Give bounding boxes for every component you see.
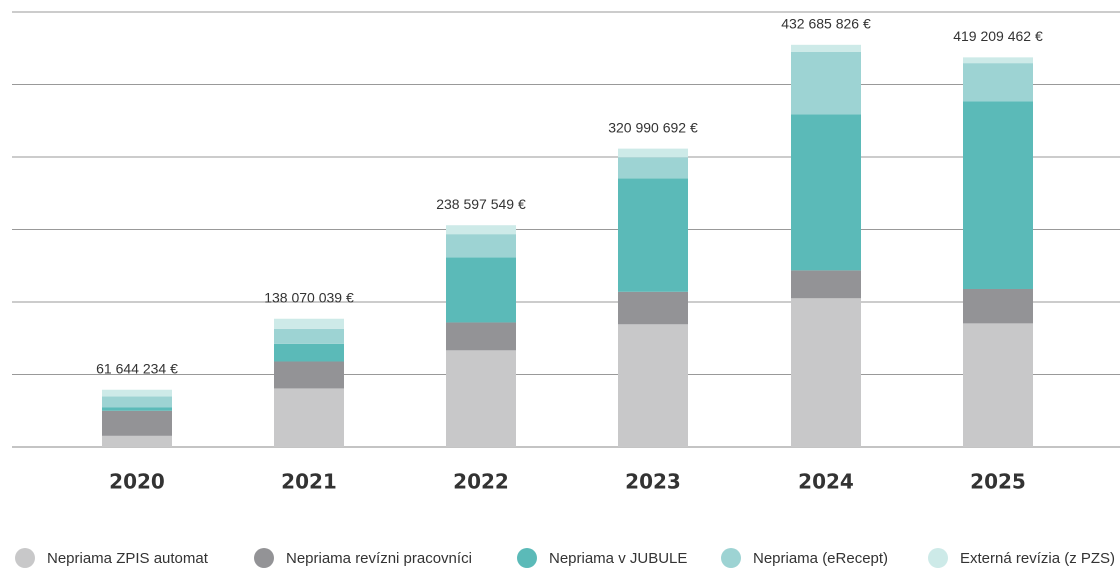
- legend-label: Nepriama (eRecept): [753, 550, 888, 567]
- total-label: 138 070 039 €: [264, 289, 354, 305]
- bar-segment: [791, 44, 861, 52]
- legend-label: Nepriama v JUBULE: [549, 550, 687, 567]
- total-label: 320 990 692 €: [608, 119, 698, 135]
- legend-marker: [928, 548, 948, 568]
- bar-segment: [963, 57, 1033, 64]
- bar-segment: [791, 114, 861, 271]
- bar-segment: [102, 410, 172, 436]
- bar-segment: [102, 396, 172, 408]
- x-tick-label: 2024: [798, 470, 854, 494]
- x-tick-label: 2022: [453, 470, 509, 494]
- x-tick-label: 2021: [281, 470, 337, 494]
- legend-label: Nepriama ZPIS automat: [47, 550, 209, 567]
- total-label: 238 597 549 €: [436, 196, 526, 212]
- bar-segment: [102, 435, 172, 447]
- bar-segment: [791, 298, 861, 447]
- bar-segment: [963, 101, 1033, 289]
- bar-segment: [274, 361, 344, 389]
- legend-label: Externá revízia (z PZS): [960, 550, 1115, 567]
- total-label: 432 685 826 €: [781, 16, 871, 32]
- total-label: 419 209 462 €: [953, 28, 1043, 44]
- x-tick-label: 2025: [970, 470, 1026, 494]
- bar-segment: [963, 288, 1033, 324]
- total-label: 61 644 234 €: [96, 360, 178, 376]
- bar-segment: [618, 291, 688, 325]
- x-tick-label: 2023: [625, 470, 681, 494]
- bar-segment: [446, 257, 516, 323]
- bar-segment: [274, 388, 344, 447]
- bar-segment: [102, 407, 172, 411]
- bar-segment: [274, 328, 344, 344]
- legend-marker: [517, 548, 537, 568]
- bar-segment: [618, 148, 688, 158]
- bar-segment: [274, 343, 344, 362]
- bar-segment: [274, 318, 344, 329]
- bar-segment: [618, 324, 688, 447]
- legend-label: Nepriama revízni pracovníci: [286, 550, 472, 567]
- bar-segment: [963, 323, 1033, 447]
- bar-segment: [963, 63, 1033, 102]
- bar-segment: [618, 157, 688, 179]
- legend-marker: [254, 548, 274, 568]
- x-tick-label: 2020: [109, 470, 165, 494]
- bar-segment: [446, 234, 516, 258]
- bar-segment: [446, 322, 516, 351]
- bar-segment: [446, 350, 516, 447]
- bar-segment: [446, 225, 516, 235]
- bar-segment: [618, 178, 688, 292]
- bar-segment: [791, 270, 861, 299]
- legend-marker: [721, 548, 741, 568]
- legend-marker: [15, 548, 35, 568]
- bar-segment: [791, 51, 861, 115]
- bar-segment: [102, 389, 172, 397]
